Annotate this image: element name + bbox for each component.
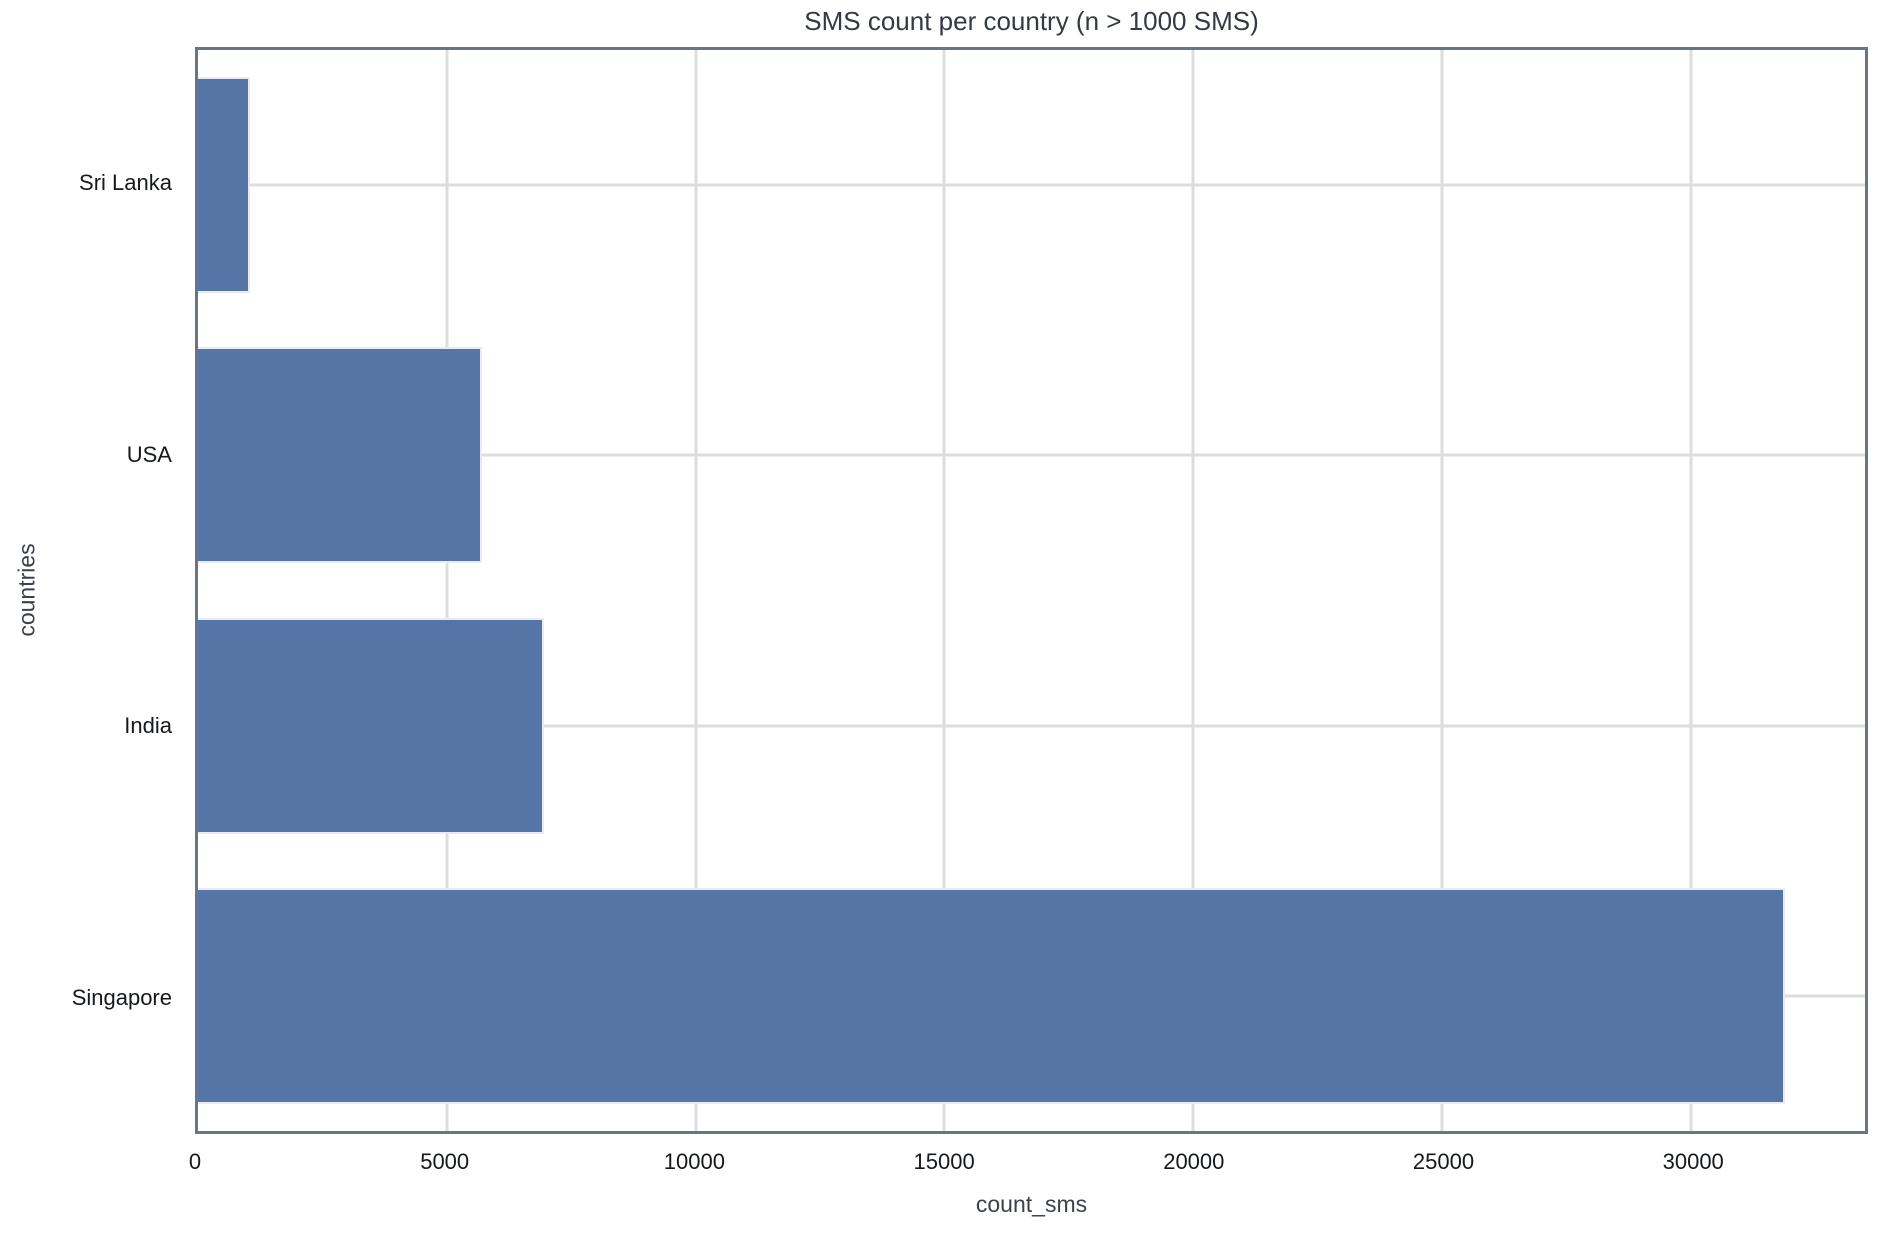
horizontal-gridline — [198, 183, 1865, 187]
chart-title: SMS count per country (n > 1000 SMS) — [804, 6, 1259, 36]
y-tick-label: USA — [126, 441, 172, 467]
bar-usa — [198, 347, 482, 564]
bar-singapore — [198, 887, 1786, 1104]
y-tick-label: Singapore — [71, 985, 172, 1011]
x-tick-label: 0 — [188, 1149, 202, 1174]
x-tick-label: 15000 — [913, 1149, 975, 1174]
plot-area — [195, 47, 1868, 1134]
bar-india — [198, 617, 544, 834]
x-axis-label: count_sms — [975, 1191, 1088, 1217]
vertical-gridline — [1191, 50, 1195, 1131]
bar-sri-lanka — [198, 77, 251, 294]
y-tick-label: India — [124, 713, 172, 739]
x-tick-label: 5000 — [420, 1149, 470, 1174]
x-axis-tick-labels: 0 5000 10000 15000 20000 25000 30000 — [189, 1149, 1868, 1179]
x-tick-label: 25000 — [1412, 1149, 1475, 1174]
vertical-gridline — [694, 50, 698, 1131]
vertical-gridline — [1689, 50, 1693, 1131]
vertical-gridline — [445, 50, 449, 1131]
vertical-gridline — [942, 50, 946, 1131]
x-tick-label: 30000 — [1662, 1149, 1724, 1174]
vertical-gridline — [1440, 50, 1444, 1131]
horizontal-gridline — [198, 453, 1865, 457]
y-axis-tick-labels: Sri Lanka USA India Singapore — [0, 47, 172, 1134]
horizontal-gridline — [198, 724, 1865, 728]
y-tick-label: Sri Lanka — [79, 169, 172, 195]
x-tick-label: 10000 — [663, 1149, 725, 1174]
x-tick-label: 20000 — [1163, 1149, 1225, 1174]
